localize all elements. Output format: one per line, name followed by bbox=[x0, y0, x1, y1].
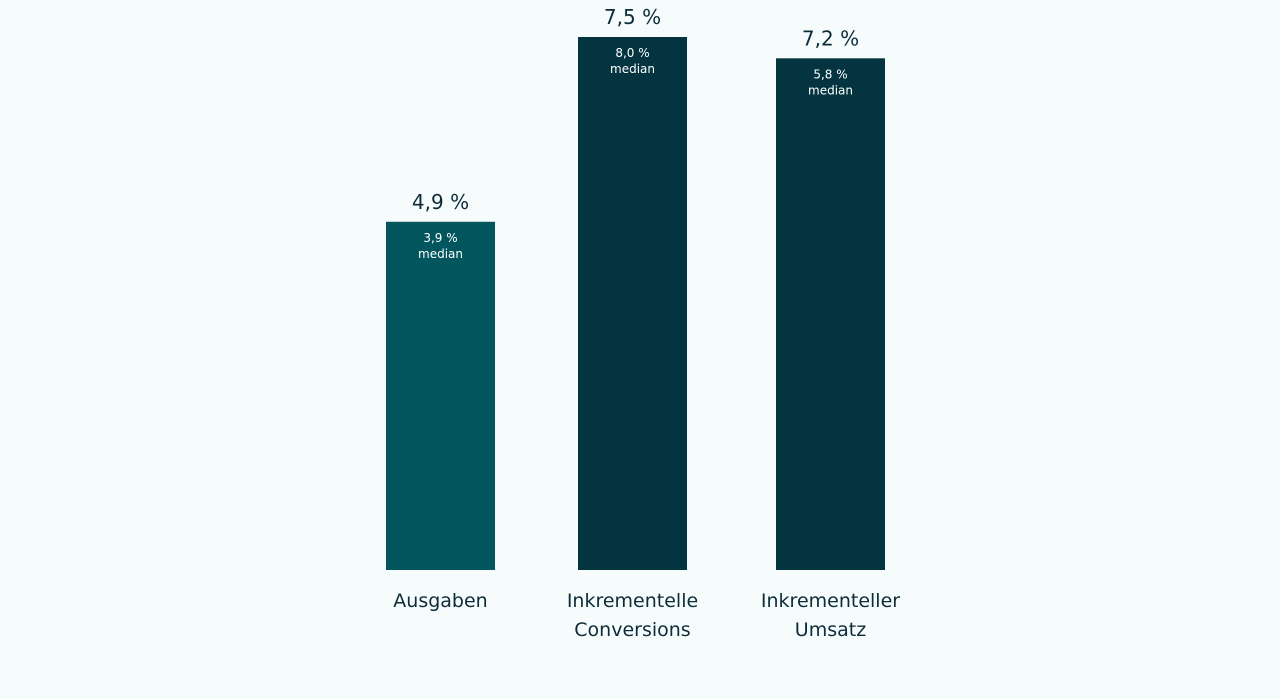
median-word-1: median bbox=[418, 247, 463, 261]
median-word-2: median bbox=[610, 62, 655, 76]
value-label-2: 7,5 % bbox=[604, 5, 661, 29]
value-label-1: 4,9 % bbox=[412, 190, 469, 214]
median-value-3: 5,8 % bbox=[813, 67, 847, 81]
bar-1 bbox=[386, 221, 495, 571]
bar-3 bbox=[776, 58, 885, 570]
category-label-1-line-1: Ausgaben bbox=[393, 590, 487, 612]
bar-2 bbox=[578, 37, 687, 570]
category-label-2-line-1: Inkrementelle bbox=[567, 590, 698, 612]
median-value-1: 3,9 % bbox=[423, 231, 457, 245]
median-word-3: median bbox=[808, 83, 853, 97]
value-label-3: 7,2 % bbox=[802, 26, 859, 50]
median-value-2: 8,0 % bbox=[615, 46, 649, 60]
category-label-2-line-2: Conversions bbox=[574, 619, 690, 641]
category-label-3-line-2: Umsatz bbox=[795, 619, 866, 641]
category-label-3-line-1: Inkrementeller bbox=[761, 590, 900, 612]
